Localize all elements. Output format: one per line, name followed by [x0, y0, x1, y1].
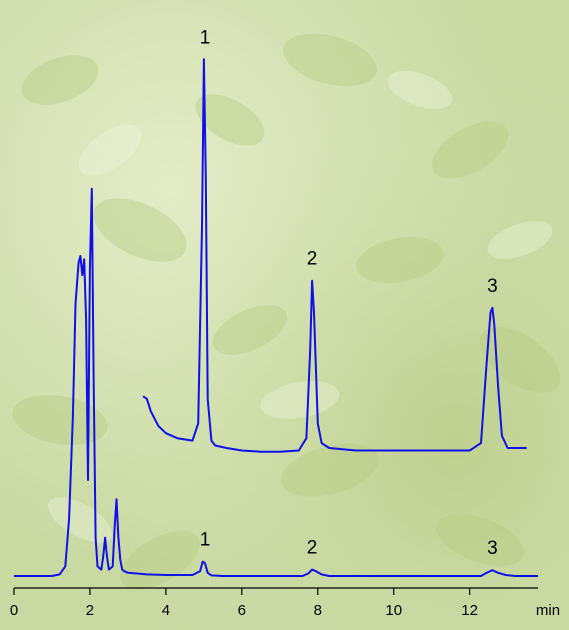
x-tick-label-0: 0 — [10, 602, 18, 619]
x-tick-label-12: 12 — [461, 602, 478, 619]
peak-label-lower-3: 3 — [487, 538, 498, 559]
peak-label-lower-1: 1 — [200, 530, 211, 551]
peak-label-lower-2: 2 — [307, 538, 318, 559]
x-tick-label-8: 8 — [314, 602, 322, 619]
x-axis-unit: min — [536, 602, 560, 619]
x-axis-ticks: 0 2 4 6 8 10 12 — [10, 588, 478, 619]
x-tick-label-6: 6 — [238, 602, 246, 619]
series-line-upper — [142, 58, 527, 453]
trace-layer — [14, 58, 538, 577]
series-line-lower — [14, 187, 538, 577]
x-tick-label-2: 2 — [86, 602, 94, 619]
x-tick-label-10: 10 — [385, 602, 402, 619]
peak-label-upper-3: 3 — [487, 276, 498, 297]
x-tick-label-4: 4 — [162, 602, 170, 619]
peak-label-layer: 1 2 3 1 2 3 — [200, 27, 498, 559]
peak-label-upper-2: 2 — [307, 249, 318, 270]
peak-label-upper-1: 1 — [200, 27, 211, 48]
